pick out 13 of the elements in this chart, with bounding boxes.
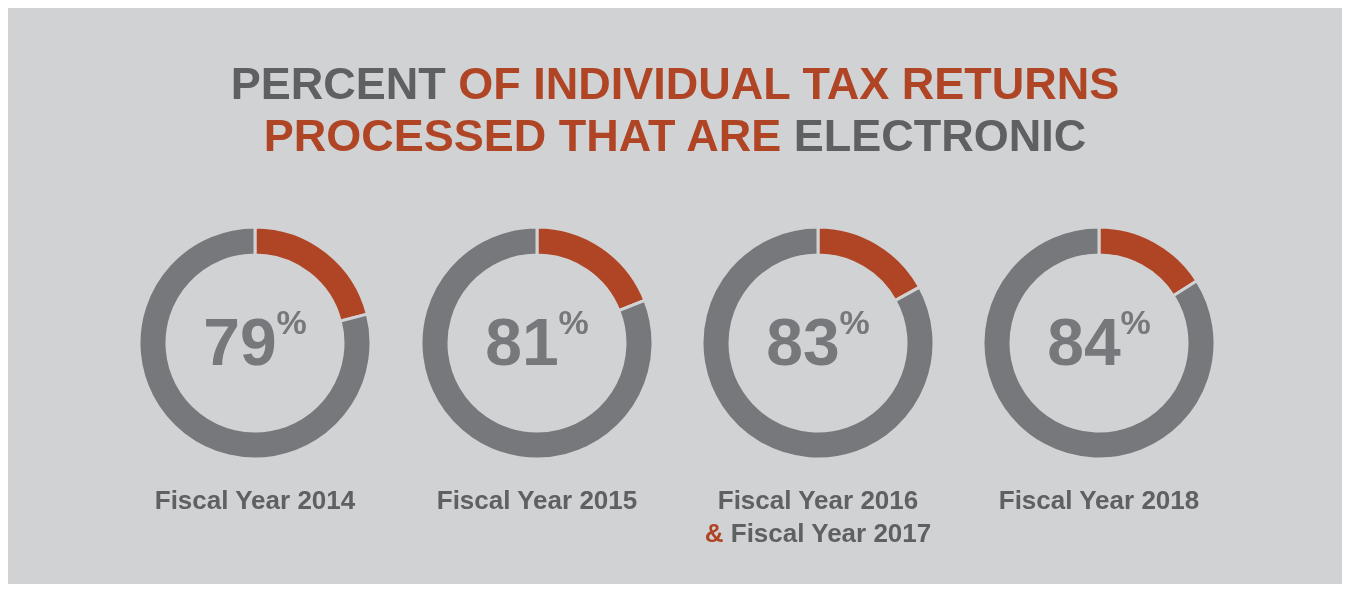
text: Fiscal Year 2015	[436, 485, 638, 515]
data-label: 83$^{%}$	[766, 303, 870, 379]
donut-slice	[137, 225, 373, 461]
text: Fiscal Year 2014	[154, 485, 356, 515]
text: Fiscal Year 2018	[998, 485, 1200, 515]
data-label: 79$^{%}$	[203, 303, 307, 379]
chart-title: PERCENT OF INDIVIDUAL TAX RETURNS PROCESSED THAT ARE ELECTRONIC	[230, 58, 1120, 161]
donut-slice	[981, 225, 1217, 461]
data-label: 84$^{%}$	[1047, 303, 1151, 379]
donut-slice	[700, 225, 936, 461]
text: Fiscal Year 2016 & Fiscal Year 2017	[704, 485, 932, 548]
donut-slice	[419, 225, 655, 461]
data-label: 81$^{%}$	[485, 303, 589, 379]
